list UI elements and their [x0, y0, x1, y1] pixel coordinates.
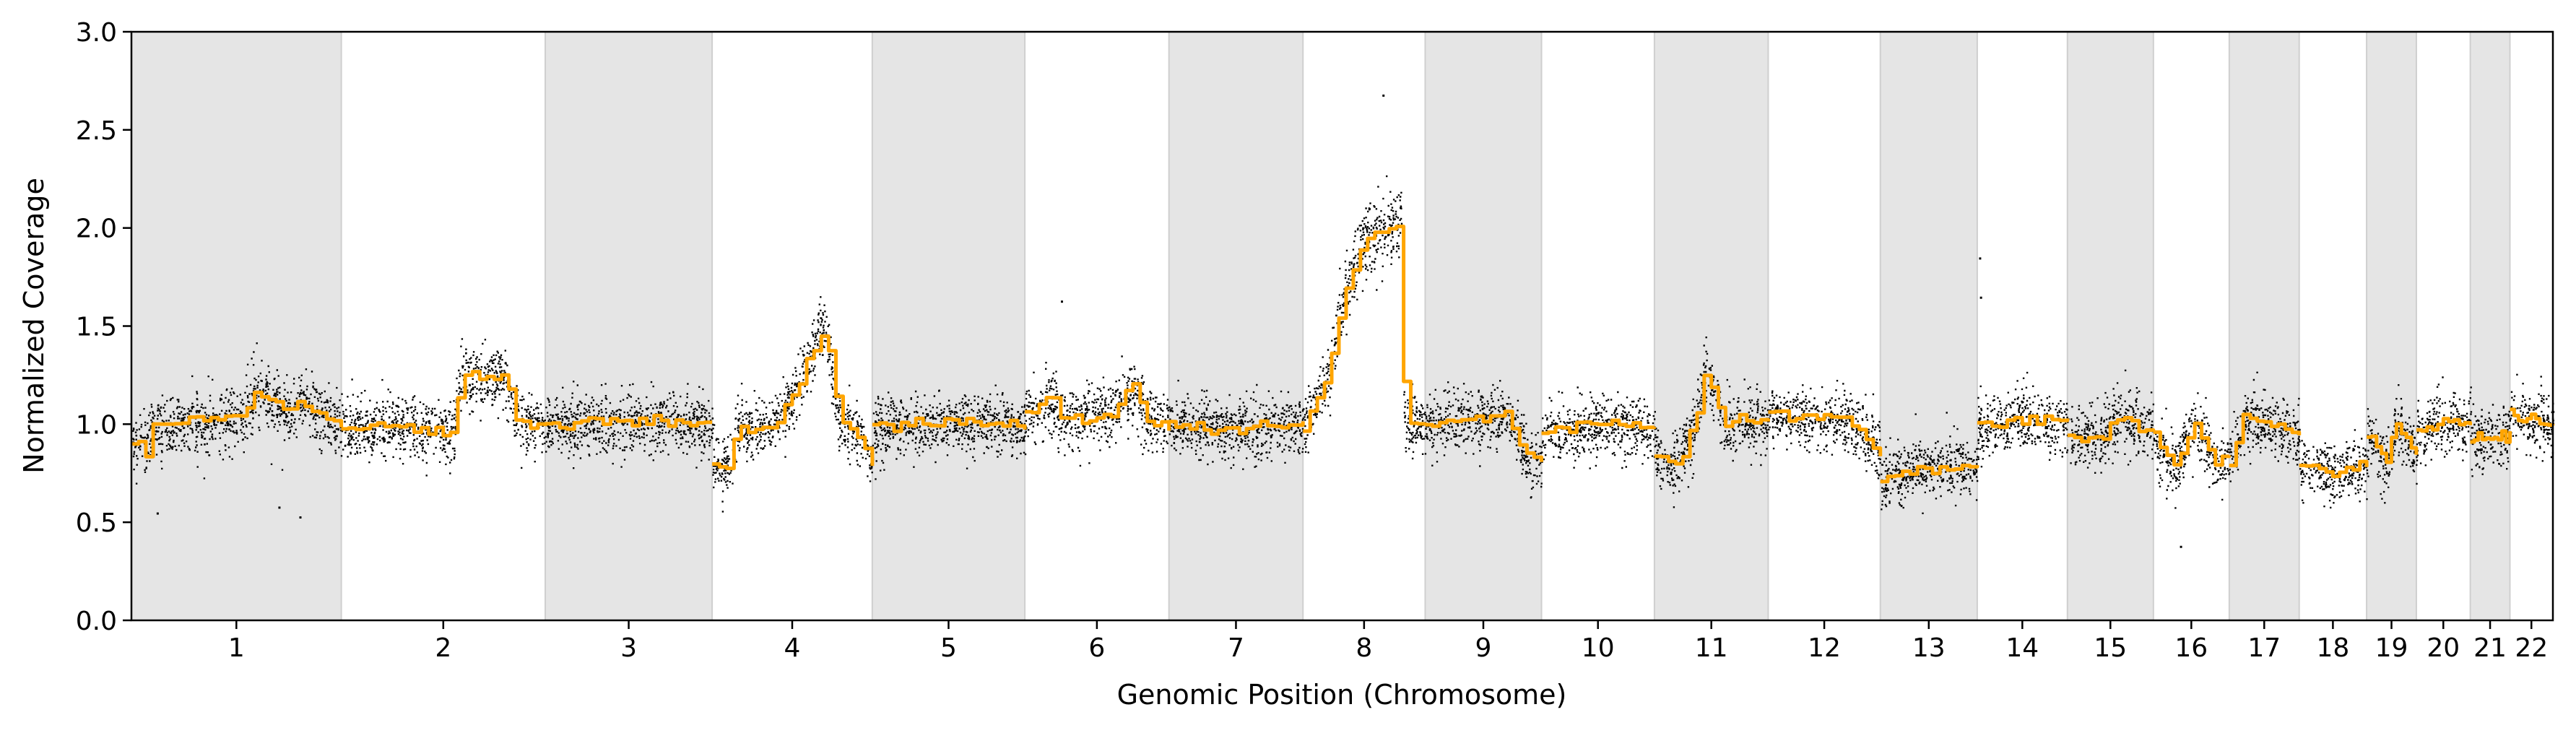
plot-frame: [130, 30, 2554, 622]
segment-chr-9: [1425, 409, 1543, 462]
x-tick-label: 6: [1088, 633, 1105, 663]
x-tick-label: 8: [1356, 633, 1372, 663]
segment-chr-14: [1977, 414, 2070, 429]
x-axis-title: Genomic Position (Chromosome): [1117, 679, 1567, 711]
points-chr-17: [2229, 371, 2301, 482]
points-chr-16: [2153, 392, 2232, 509]
outlier-point: [1382, 94, 1385, 97]
segment-chr-5: [872, 416, 1027, 433]
x-tick-label: 17: [2247, 633, 2281, 663]
y-tick-label: 1.0: [76, 410, 117, 440]
segment-chr-19: [2367, 422, 2419, 464]
chromosome-band-9: [1424, 31, 1543, 621]
y-tick-label: 3.0: [76, 18, 117, 48]
x-tick-label: 15: [2094, 633, 2127, 663]
segment-chr-21: [2470, 429, 2512, 444]
points-chr-12: [1768, 380, 1882, 480]
segment-chr-2: [341, 370, 547, 438]
y-tick-label: 1.5: [76, 313, 117, 342]
points-chr-22: [2510, 373, 2555, 462]
chromosome-band-3: [545, 31, 714, 621]
chromosome-band-19: [2366, 31, 2417, 621]
chromosome-band-11: [1653, 31, 1769, 621]
segment-chr-1: [131, 390, 344, 459]
x-tick-label: 12: [1808, 633, 1841, 663]
segment-chr-15: [2067, 416, 2156, 443]
segment-chr-16: [2153, 421, 2232, 467]
y-tick-label: 2.5: [76, 116, 117, 146]
points-chr-3: [545, 381, 714, 469]
segment-chr-12: [1768, 409, 1883, 456]
chromosome-band-7: [1168, 31, 1304, 621]
y-tick-label: 0.0: [76, 607, 117, 636]
outlier-point: [299, 516, 302, 519]
points-chr-14: [1977, 371, 2069, 468]
outlier-point: [278, 506, 281, 509]
x-tick-label: 19: [2375, 633, 2408, 663]
x-tick-label: 4: [784, 633, 801, 663]
chromosome-band-1: [131, 31, 342, 621]
chromosome-band-17: [2228, 31, 2300, 621]
y-axis-title: Normalized Coverage: [18, 178, 50, 474]
segment-chr-10: [1541, 418, 1657, 435]
x-tick-label: 22: [2515, 633, 2548, 663]
x-tick-label: 3: [620, 633, 637, 663]
x-tick-label: 1: [228, 633, 245, 663]
outlier-point: [2180, 545, 2182, 548]
x-tick-label: 18: [2316, 633, 2349, 663]
segment-chr-7: [1168, 419, 1305, 436]
chromosome-band-13: [1879, 31, 1978, 621]
segmentation-line: [131, 225, 2555, 484]
chromosome-band-21: [2469, 31, 2511, 621]
segment-chr-4: [712, 334, 875, 471]
outlier-point: [1060, 300, 1063, 303]
x-tick-label: 21: [2473, 633, 2507, 663]
segment-chr-3: [545, 413, 713, 431]
x-tick-label: 14: [2005, 633, 2039, 663]
segment-chr-17: [2229, 412, 2302, 468]
x-tick-label: 11: [1695, 633, 1728, 663]
segment-chr-18: [2299, 459, 2369, 479]
points-chr-6: [1025, 355, 1171, 467]
segment-chr-6: [1025, 382, 1171, 431]
segment-chr-20: [2416, 417, 2473, 433]
outlier-point: [156, 512, 159, 515]
x-tick-label: 2: [435, 633, 451, 663]
chromosome-bands: [131, 31, 2511, 621]
y-tick-label: 0.5: [76, 508, 117, 538]
x-axis: 1 2 3 4 5 6 7 8 9 10 11 12 13 14 15 16 17 18 19 20 21 22: [228, 620, 2548, 663]
segment-chr-13: [1880, 464, 1979, 484]
x-tick-label: 16: [2174, 633, 2208, 663]
segment-chr-11: [1654, 373, 1770, 466]
x-tick-label: 5: [940, 633, 957, 663]
outlier-point: [1979, 257, 1982, 260]
x-tick-label: 13: [1912, 633, 1946, 663]
y-axis: 0.0 0.5 1.0 1.5 2.0 2.5 3.0: [76, 18, 131, 636]
points-chr-18: [2299, 429, 2369, 509]
chromosome-band-15: [2066, 31, 2154, 621]
outlier-point: [1979, 296, 1982, 299]
points-chr-7: [1168, 379, 1305, 470]
points-chr-8: [1304, 175, 1427, 460]
x-tick-label: 7: [1228, 633, 1244, 663]
points-chr-2: [341, 338, 547, 477]
points-chr-13: [1880, 412, 1979, 514]
coverage-points: [132, 94, 2555, 548]
segment-chr-22: [2510, 407, 2555, 428]
x-tick-label: 9: [1475, 633, 1492, 663]
chromosome-band-5: [871, 31, 1026, 621]
segment-chr-8: [1303, 225, 1427, 433]
y-tick-label: 2.0: [76, 214, 117, 244]
x-tick-label: 20: [2427, 633, 2460, 663]
x-tick-label: 10: [1582, 633, 1615, 663]
points-chr-1: [132, 342, 343, 485]
